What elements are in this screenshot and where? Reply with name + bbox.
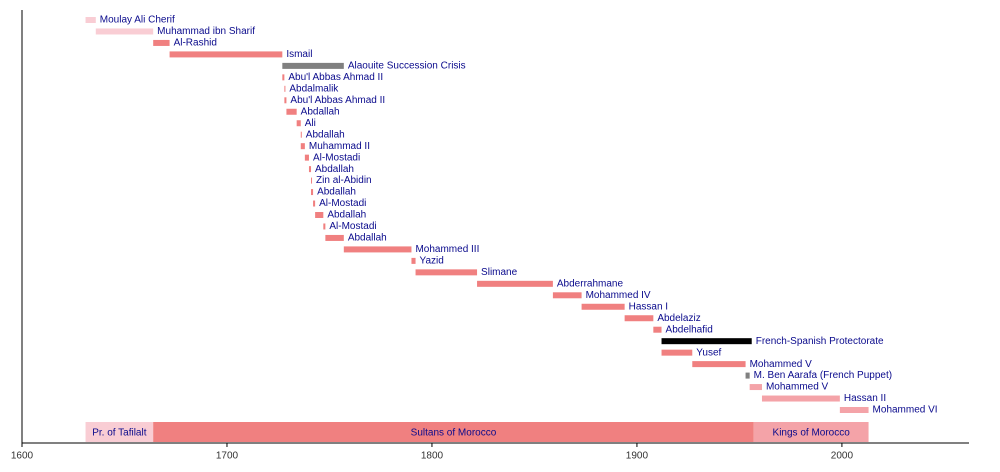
reign-label: Al-Rashid <box>174 38 217 49</box>
reign-label: Slimane <box>481 267 518 278</box>
reign-label: Yusef <box>696 347 721 358</box>
era-label: Kings of Morocco <box>773 428 851 439</box>
reign-bar <box>661 349 693 356</box>
reign-bar <box>169 51 283 58</box>
reign-label: Yazid <box>420 256 444 267</box>
reign-label: Al-Mostadi <box>319 198 366 209</box>
reign-label: Hassan II <box>844 393 886 404</box>
reign-label: Abdalmalik <box>289 83 339 94</box>
reign-label: Moulay Ali Cherif <box>100 15 175 26</box>
reign-bar <box>415 269 478 276</box>
reign-label: Abdallah <box>348 233 387 244</box>
reign-bar <box>300 131 302 138</box>
era-band <box>753 422 869 442</box>
reign-bar <box>313 200 316 207</box>
reign-bar <box>95 28 154 35</box>
reign-bar <box>839 407 869 413</box>
reign-bar <box>552 292 582 299</box>
x-tick-label: 1600 <box>11 451 34 462</box>
reign-bar <box>343 246 412 253</box>
era-label: Pr. of Tafilalt <box>92 428 147 439</box>
reign-label: Mohammed III <box>415 244 479 255</box>
era-band <box>85 422 154 442</box>
reign-label: Hassan I <box>629 301 668 312</box>
reign-bar <box>153 39 170 46</box>
era-label: Sultans of Morocco <box>411 428 497 439</box>
reign-label: Abderrahmane <box>557 278 624 289</box>
reign-bar <box>300 143 305 150</box>
reign-bar <box>284 85 286 92</box>
era-band <box>153 422 754 442</box>
reign-bar <box>477 280 553 287</box>
reign-bar <box>311 189 314 196</box>
x-tick-label: 1700 <box>216 451 239 462</box>
reign-label: Abdallah <box>317 187 356 198</box>
reign-label: French-Spanish Protectorate <box>756 336 884 347</box>
reign-label: Mohammed VI <box>873 405 938 416</box>
reign-label: Abdelhafid <box>666 324 713 335</box>
reign-bar <box>282 74 285 81</box>
reign-bar <box>745 372 750 379</box>
reign-label: Zin al-Abidin <box>316 175 372 186</box>
x-tick-label: 1900 <box>626 451 649 462</box>
reign-label: Mohammed V <box>766 382 829 393</box>
reign-label: Abdallah <box>327 210 366 221</box>
reign-label: Ismail <box>286 49 312 60</box>
reign-label: Muhammad II <box>309 141 370 152</box>
reign-label: Abu'l Abbas Ahmad II <box>288 72 383 83</box>
reign-label: Abu'l Abbas Ahmad II <box>290 95 385 106</box>
reign-label: Alaouite Succession Crisis <box>348 61 466 72</box>
reign-bar <box>85 17 96 23</box>
x-tick-label: 1800 <box>421 451 444 462</box>
reign-bar <box>286 108 297 115</box>
reign-label: Abdelaziz <box>657 313 700 324</box>
reign-bar <box>749 384 762 391</box>
reign-bar <box>282 62 344 69</box>
reign-label: Mohammed V <box>750 359 813 370</box>
reign-label: Muhammad ibn Sharif <box>157 26 255 37</box>
reign-bar <box>624 315 654 322</box>
reign-bar <box>761 395 840 402</box>
reign-bar <box>308 166 312 173</box>
reign-bar <box>304 154 309 161</box>
reign-label: Abdallah <box>306 129 345 140</box>
reign-bar <box>581 303 625 310</box>
reign-label: Al-Mostadi <box>329 221 376 232</box>
reign-bar <box>653 326 662 333</box>
reign-bar <box>311 177 313 184</box>
reign-bar <box>325 234 344 241</box>
reign-bar <box>296 120 301 127</box>
x-tick-label: 2000 <box>831 451 854 462</box>
reign-label: M. Ben Aarafa (French Puppet) <box>754 370 892 381</box>
reign-label: Ali <box>305 118 316 129</box>
reign-label: Al-Mostadi <box>313 152 360 163</box>
reign-label: Abdallah <box>301 106 340 117</box>
reign-bar <box>323 223 326 230</box>
reign-label: Mohammed IV <box>586 290 651 301</box>
reign-bar <box>411 257 416 264</box>
reign-bar <box>692 361 746 368</box>
reign-bar <box>315 212 324 218</box>
reign-bar <box>661 338 752 345</box>
reign-label: Abdallah <box>315 164 354 175</box>
reign-bar <box>284 97 287 104</box>
